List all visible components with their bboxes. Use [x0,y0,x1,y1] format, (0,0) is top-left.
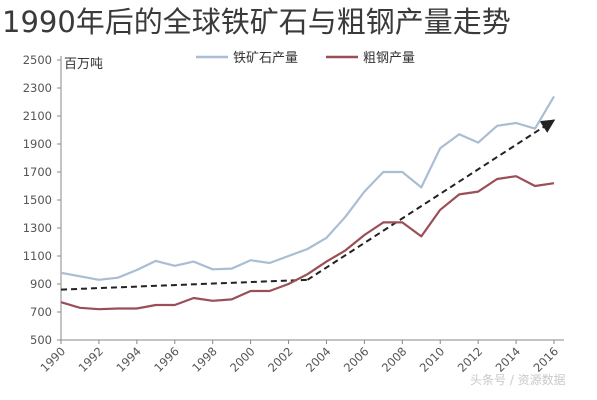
watermark: 头条号 / 资源数据 [470,372,566,387]
y-tick-label: 1500 [23,193,52,207]
x-tick-label: 2010 [417,344,448,375]
y-tick-label: 500 [30,333,52,347]
trend-arrow [306,119,556,281]
line-chart: 500 700 900 1100 1300 1500 1700 1900 2100 2300 250… [23,51,566,387]
y-tick-label: 900 [30,277,52,291]
y-tick-label: 1100 [23,249,52,263]
x-tick-label: 2006 [341,344,372,375]
y-tick-label: 2500 [23,53,52,67]
y-tick-label: 2300 [23,81,52,95]
axes: 500 700 900 1100 1300 1500 1700 1900 2100 2300 250… [23,53,564,375]
x-tick-label: 1990 [38,344,69,375]
y-tick-label: 1700 [23,165,52,179]
steel-series-line [60,175,555,311]
unit-label: 百万吨 [64,57,103,72]
iron-ore-series-line [60,95,555,281]
x-tick-label: 1998 [189,344,220,375]
x-tick-label: 2016 [531,344,562,375]
x-tick-label: 1994 [113,344,144,375]
trend-arrows [60,119,556,291]
series-lines [60,95,555,311]
legend-label: 铁矿石产量 [233,51,298,66]
y-tick-label: 2100 [23,109,52,123]
x-tick-label: 2002 [265,344,296,375]
page-title: 1990年后的全球铁矿石与粗钢产量走势 [2,5,511,39]
y-tick-label: 1900 [23,137,52,151]
legend-label: 粗钢产量 [363,51,415,66]
y-tick-label: 700 [30,305,52,319]
x-tick-label: 2012 [455,344,486,375]
x-tick-label: 1992 [75,344,106,375]
x-tick-label: 1996 [151,344,182,375]
x-tick-label: 2004 [303,344,334,375]
x-tick-label: 2014 [493,344,524,375]
x-tick-label: 2008 [379,344,410,375]
legend: 铁矿石产量 粗钢产量 [196,51,415,66]
y-tick-label: 1300 [23,221,52,235]
trend-arrow [60,278,308,291]
x-tick-label: 2000 [227,344,258,375]
